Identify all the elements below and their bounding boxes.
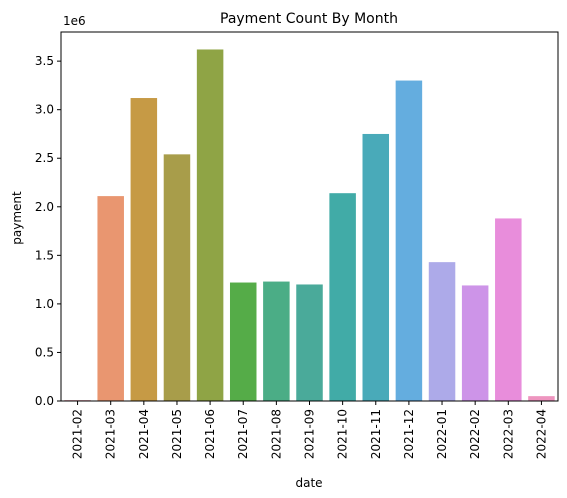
y-tick-label: 3.0 [35, 103, 54, 117]
x-axis: 2021-02 2021-03 2021-04 2021-05 2021-06 2021-… [71, 401, 548, 459]
bar-2022-03 [495, 218, 522, 401]
bar-2021-09 [296, 284, 323, 401]
y-tick-label: 2.0 [35, 200, 54, 214]
bar-2021-10 [329, 193, 356, 401]
x-tick-label: 2021-09 [303, 409, 317, 459]
x-tick-label: 2021-08 [269, 409, 283, 459]
x-tick-label: 2022-03 [501, 409, 515, 459]
y-tick-label: 2.5 [35, 151, 54, 165]
bar-2021-06 [196, 49, 224, 401]
bar-2021-05 [163, 154, 191, 401]
bar-2021-12 [395, 80, 423, 402]
x-tick-label: 2022-02 [468, 409, 482, 459]
x-tick-label: 2021-10 [336, 409, 350, 459]
y-tick-label: 1.5 [35, 248, 54, 262]
x-tick-label: 2021-03 [104, 409, 118, 459]
bar-2021-08 [263, 281, 290, 401]
bar-2022-01 [428, 262, 456, 401]
x-tick-label: 2021-06 [203, 409, 217, 459]
bar-2021-03 [97, 196, 124, 401]
bars-group [64, 49, 555, 402]
x-tick-label: 2021-02 [71, 409, 85, 459]
plot-frame [60, 31, 559, 402]
y-tick-label: 3.5 [35, 54, 54, 68]
y-tick-label: 0.5 [35, 345, 54, 359]
x-axis-title: date [295, 476, 322, 490]
x-tick-label: 2021-05 [170, 409, 184, 459]
y-axis-title: payment [10, 191, 24, 245]
y-tick-label: 0.0 [35, 394, 54, 408]
bar-2021-11 [362, 133, 390, 401]
chart-title: Payment Count By Month [220, 11, 398, 27]
y-axis: 0.0 0.5 1.0 1.5 2.0 2.5 3.0 3.5 [35, 54, 61, 408]
x-tick-label: 2022-04 [534, 409, 548, 459]
bar-2021-04 [130, 98, 158, 401]
x-tick-label: 2021-12 [402, 409, 416, 459]
y-offset-label: 1e6 [63, 14, 86, 28]
x-tick-label: 2021-07 [236, 409, 250, 459]
x-tick-label: 2021-04 [137, 409, 151, 459]
bar-2022-04 [528, 396, 555, 401]
bar-2022-02 [461, 285, 489, 401]
x-tick-label: 2022-01 [435, 409, 449, 459]
y-tick-label: 1.0 [35, 297, 54, 311]
x-tick-label: 2021-11 [369, 409, 383, 459]
bar-2021-07 [229, 282, 257, 401]
